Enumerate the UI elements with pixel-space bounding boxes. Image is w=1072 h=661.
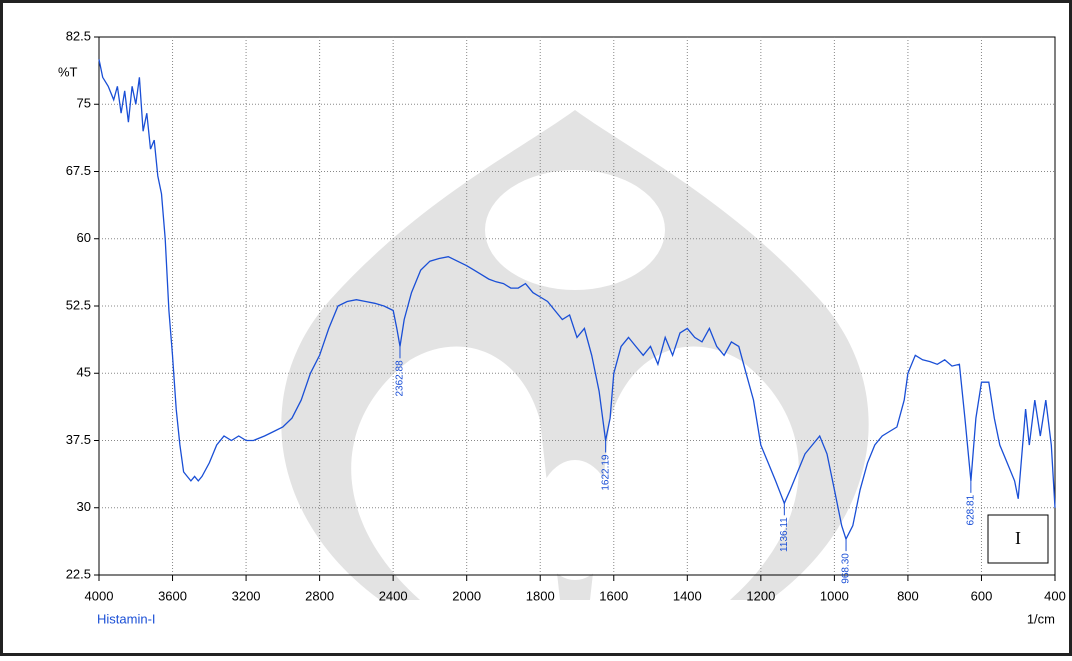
peak-label: 2362.88 — [395, 360, 406, 397]
x-tick-label: 3200 — [232, 588, 261, 603]
x-tick-label: 1200 — [746, 588, 775, 603]
y-tick-label: 22.5 — [66, 566, 91, 581]
y-tick-label: 75 — [77, 96, 91, 111]
y-axis-label: %T — [58, 64, 78, 79]
peak-label: 1622.19 — [600, 454, 611, 491]
y-tick-label: 30 — [77, 499, 91, 514]
x-tick-label: 2400 — [379, 588, 408, 603]
y-tick-label: 45 — [77, 365, 91, 380]
x-tick-label: 1400 — [673, 588, 702, 603]
y-tick-label: 82.5 — [66, 28, 91, 43]
x-tick-label: 4000 — [85, 588, 114, 603]
legend-label: Histamin-I — [97, 611, 156, 626]
y-tick-label: 60 — [77, 230, 91, 245]
x-tick-label: 1000 — [820, 588, 849, 603]
x-axis-label: 1/cm — [1027, 611, 1055, 626]
x-tick-label: 400 — [1044, 588, 1066, 603]
peak-label: 968.30 — [841, 553, 852, 584]
x-tick-label: 600 — [971, 588, 993, 603]
x-tick-label: 2800 — [305, 588, 334, 603]
x-tick-label: 1800 — [526, 588, 555, 603]
chart: %T 1/cm Histamin-I I 22.5 30 37.5 45 52.5 60 6… — [0, 0, 1072, 656]
badge: I — [1015, 528, 1021, 548]
peak-label: 1136.11 — [779, 517, 790, 552]
peak-label: 628.81 — [966, 494, 977, 525]
y-tick-label: 37.5 — [66, 432, 91, 447]
y-tick-label: 67.5 — [66, 163, 91, 178]
y-tick-label: 52.5 — [66, 297, 91, 312]
x-tick-label: 1600 — [599, 588, 628, 603]
x-tick-label: 800 — [897, 588, 919, 603]
x-tick-label: 3600 — [158, 588, 187, 603]
x-tick-label: 2000 — [452, 588, 481, 603]
